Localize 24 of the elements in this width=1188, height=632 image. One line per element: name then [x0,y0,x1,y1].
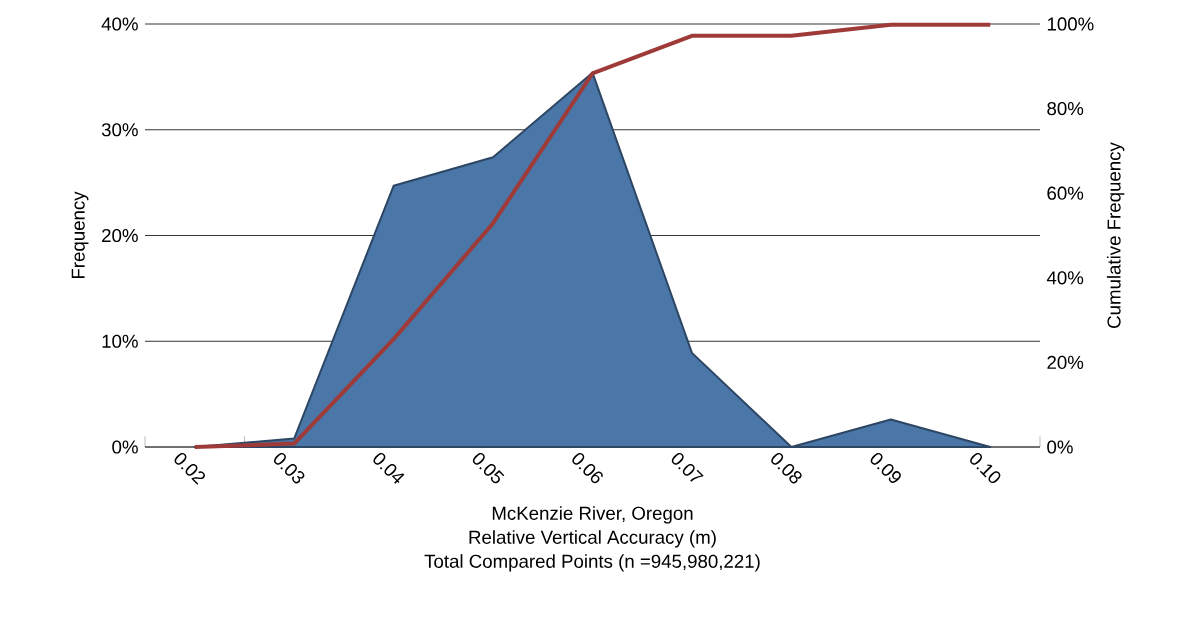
x-tick-label: 0.03 [274,452,305,484]
y2-tick-label: 20% [1047,355,1084,370]
y2-tick-label: 40% [1046,271,1084,285]
y2-tick-label: 80% [1047,101,1084,116]
y-axis-title: Frequency [71,191,89,279]
y-tick-label: 30% [101,123,138,137]
y2-axis-title: Cumulative Frequency [1106,142,1125,328]
x-tick-label: 0.05 [472,452,505,484]
y-tick-label: 40% [101,17,138,31]
y2-tick-label: 60% [1047,186,1084,200]
x-tick-label: 0.06 [572,452,603,484]
y2-tick-label: 100% [1047,17,1094,31]
x-tick-label: 0.04 [373,452,405,484]
x-tick-label: 0.07 [671,452,704,482]
x-tick-label: 0.08 [771,452,802,484]
y-tick-label: 20% [102,228,138,243]
x-tick-label: 0.09 [870,452,901,483]
y2-tick-label: 0% [1047,440,1073,454]
text: Total Compared Points (n =945,980,221) [424,554,760,572]
x-axis-title: Relative Vertical Accuracy (m) [469,530,716,548]
y-tick-label: 10% [102,334,138,348]
y-tick-label: 0% [112,440,138,454]
text: McKenzie River, Oregon [492,506,693,524]
x-tick-label: 0.10 [970,452,1001,484]
